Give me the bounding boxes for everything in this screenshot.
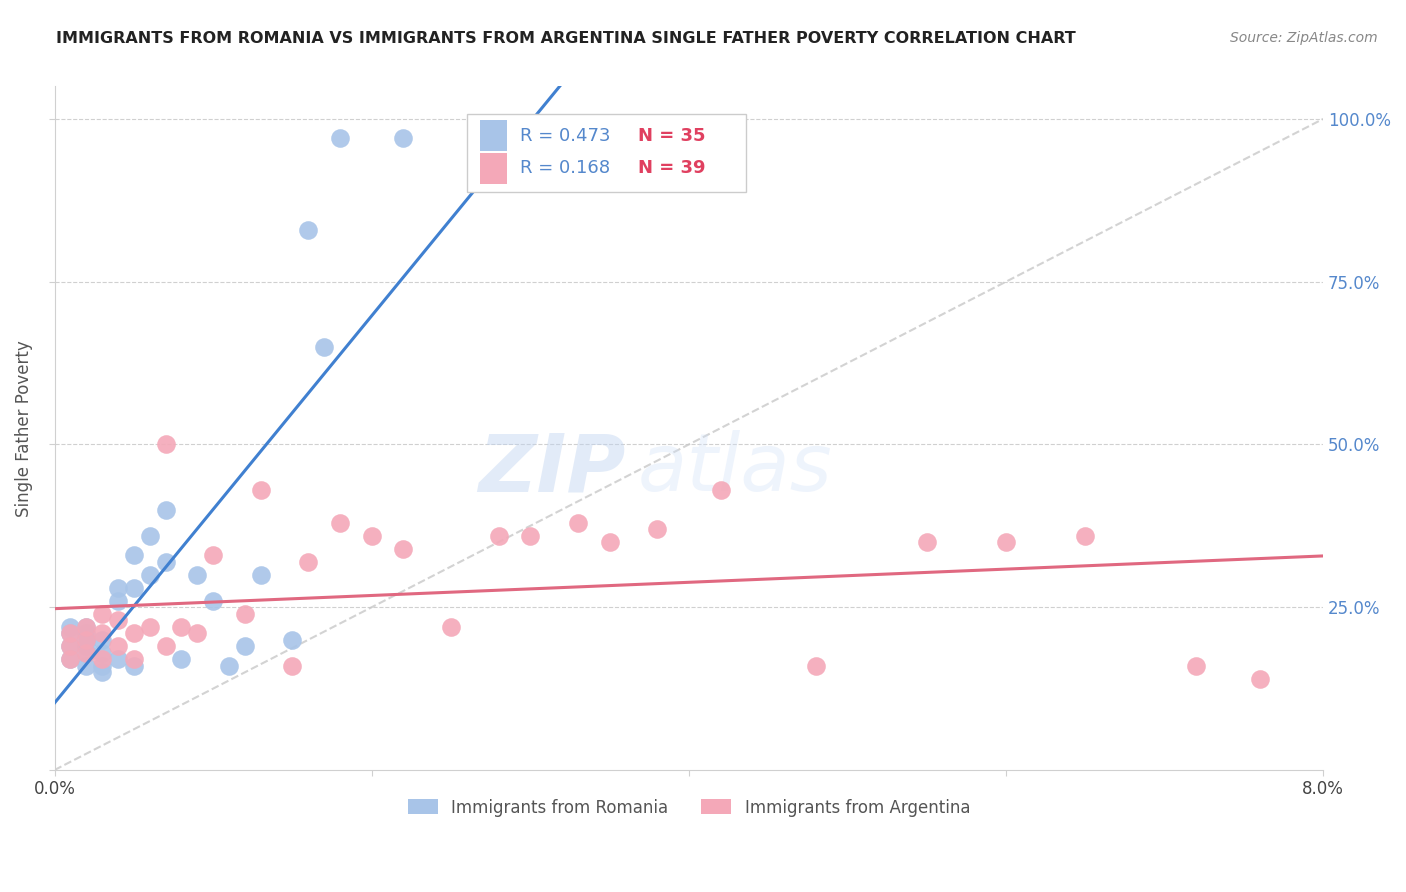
Point <box>59 640 82 654</box>
Point <box>122 581 145 595</box>
Point <box>218 658 240 673</box>
Point <box>155 555 177 569</box>
Point <box>91 665 114 680</box>
Point <box>440 620 463 634</box>
Point <box>1074 528 1097 542</box>
Point <box>59 620 82 634</box>
Point <box>91 632 114 647</box>
Point <box>122 658 145 673</box>
Point <box>233 640 256 654</box>
Point <box>91 626 114 640</box>
Text: N = 39: N = 39 <box>638 160 706 178</box>
Text: IMMIGRANTS FROM ROMANIA VS IMMIGRANTS FROM ARGENTINA SINGLE FATHER POVERTY CORRE: IMMIGRANTS FROM ROMANIA VS IMMIGRANTS FR… <box>56 31 1076 46</box>
Point <box>314 340 336 354</box>
Point <box>170 620 193 634</box>
Point <box>75 632 97 647</box>
Point <box>155 437 177 451</box>
Point <box>107 613 129 627</box>
Point <box>519 528 541 542</box>
Point <box>1185 658 1208 673</box>
Point <box>122 626 145 640</box>
Point <box>75 640 97 654</box>
Text: R = 0.168: R = 0.168 <box>520 160 610 178</box>
Legend: Immigrants from Romania, Immigrants from Argentina: Immigrants from Romania, Immigrants from… <box>401 792 977 823</box>
Point <box>138 567 160 582</box>
Point <box>186 567 208 582</box>
Text: R = 0.473: R = 0.473 <box>520 127 610 145</box>
Point <box>75 632 97 647</box>
Point <box>155 502 177 516</box>
Point <box>297 222 319 236</box>
Text: Source: ZipAtlas.com: Source: ZipAtlas.com <box>1230 31 1378 45</box>
Point <box>297 555 319 569</box>
Point <box>122 548 145 562</box>
Point <box>202 593 225 607</box>
Text: N = 35: N = 35 <box>638 127 706 145</box>
Text: ZIP: ZIP <box>478 430 626 508</box>
Point <box>249 483 271 497</box>
Point <box>155 640 177 654</box>
Point <box>233 607 256 621</box>
Point <box>107 652 129 666</box>
Point <box>138 528 160 542</box>
Point <box>915 535 938 549</box>
Point <box>186 626 208 640</box>
Point <box>392 541 415 556</box>
Point <box>202 548 225 562</box>
Point <box>59 640 82 654</box>
Point <box>59 652 82 666</box>
Point <box>75 646 97 660</box>
Point <box>329 131 352 145</box>
Bar <box>479 153 508 184</box>
Point <box>392 131 415 145</box>
Point <box>360 528 382 542</box>
Point <box>91 652 114 666</box>
Point <box>107 581 129 595</box>
Point <box>75 646 97 660</box>
Point <box>138 620 160 634</box>
Point <box>170 652 193 666</box>
Point <box>122 652 145 666</box>
Y-axis label: Single Father Poverty: Single Father Poverty <box>15 340 32 516</box>
Point <box>75 658 97 673</box>
Point <box>75 626 97 640</box>
Point <box>75 620 97 634</box>
Text: atlas: atlas <box>638 430 832 508</box>
Point <box>59 652 82 666</box>
Point <box>645 522 668 536</box>
Point <box>804 658 827 673</box>
Point <box>75 620 97 634</box>
Point <box>107 640 129 654</box>
Point <box>329 516 352 530</box>
Point <box>59 626 82 640</box>
FancyBboxPatch shape <box>467 113 747 193</box>
Point <box>281 658 304 673</box>
Bar <box>479 120 508 151</box>
Point <box>1249 672 1271 686</box>
Point <box>709 483 731 497</box>
Point <box>107 593 129 607</box>
Point <box>281 632 304 647</box>
Point <box>59 626 82 640</box>
Point <box>91 646 114 660</box>
Point <box>249 567 271 582</box>
Point <box>994 535 1017 549</box>
Point <box>488 528 510 542</box>
Point <box>567 516 589 530</box>
Point <box>91 658 114 673</box>
Point <box>91 607 114 621</box>
Point <box>599 535 621 549</box>
